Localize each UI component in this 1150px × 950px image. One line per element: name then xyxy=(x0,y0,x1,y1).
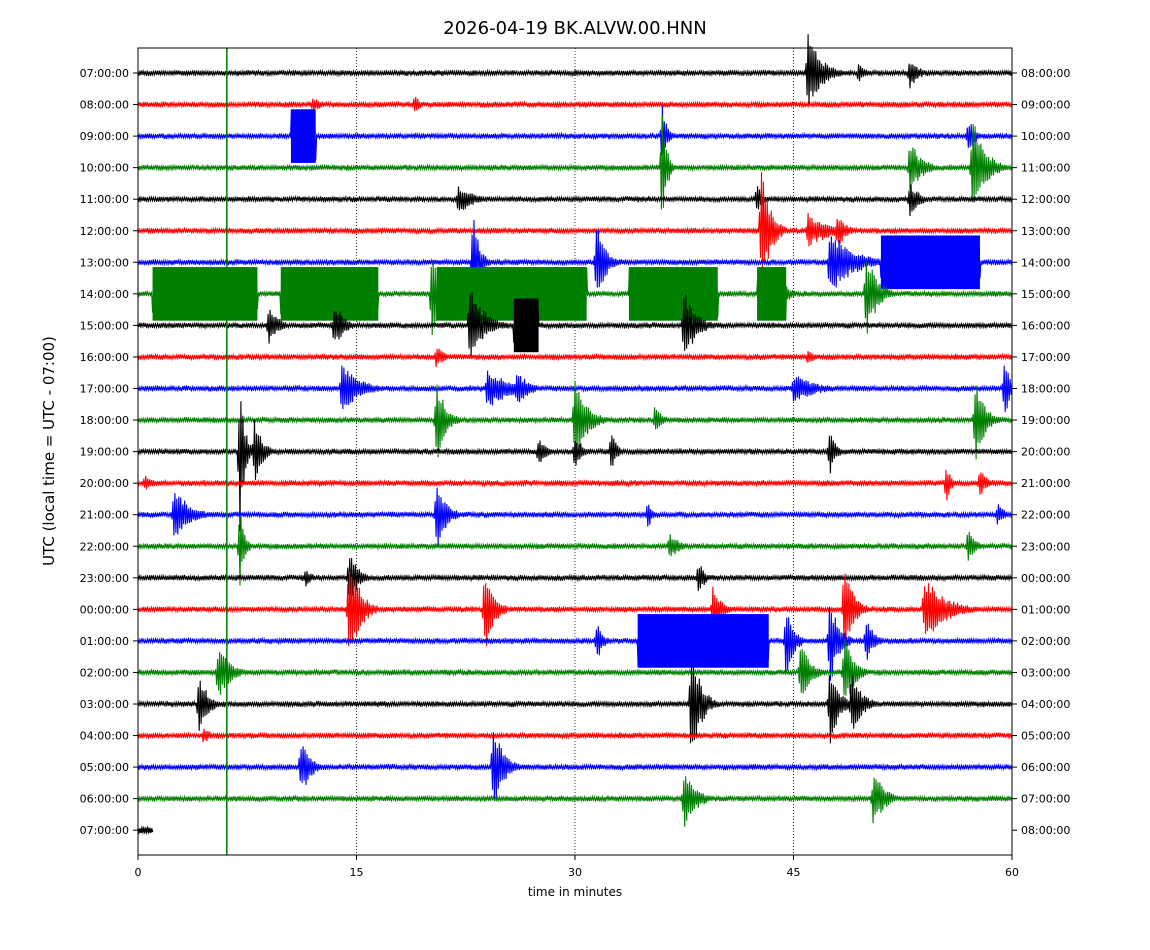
x-axis-label: time in minutes xyxy=(528,885,622,899)
y-tick-label-right: 11:00:00 xyxy=(1021,162,1070,175)
trace-row-20 xyxy=(137,662,1013,744)
saturated-block xyxy=(628,267,718,321)
trace-row-19 xyxy=(137,638,1013,696)
y-tick-label-left: 08:00:00 xyxy=(80,99,129,112)
y-tick-label-right: 05:00:00 xyxy=(1021,730,1070,743)
y-tick-label-left: 23:00:00 xyxy=(80,572,129,585)
trace-row-12 xyxy=(137,401,1013,532)
y-tick-label-left: 07:00:00 xyxy=(80,67,129,80)
x-tick-label: 0 xyxy=(135,866,142,879)
y-tick-label-left: 05:00:00 xyxy=(80,761,129,774)
y-tick-label-left: 04:00:00 xyxy=(80,730,129,743)
y-tick-label-right: 21:00:00 xyxy=(1021,477,1070,490)
y-tick-label-left: 21:00:00 xyxy=(80,509,129,522)
saturated-block xyxy=(880,235,980,290)
trace-row-24 xyxy=(137,825,154,835)
y-tick-label-left: 10:00:00 xyxy=(80,162,129,175)
y-tick-label-left: 03:00:00 xyxy=(80,698,129,711)
trace-row-18 xyxy=(137,607,1013,681)
y-tick-label-left: 15:00:00 xyxy=(80,319,129,332)
trace-row-17 xyxy=(137,571,1013,647)
trace-layer xyxy=(137,34,1013,855)
trace-row-22 xyxy=(137,732,1013,801)
y-tick-label-right: 01:00:00 xyxy=(1021,603,1070,616)
y-tick-label-right: 13:00:00 xyxy=(1021,225,1070,238)
y-tick-label-left: 06:00:00 xyxy=(80,793,129,806)
y-tick-label-left: 02:00:00 xyxy=(80,666,129,679)
trace-row-11 xyxy=(137,380,1013,460)
x-tick-labels: 0 15 30 45 60 xyxy=(135,855,1019,879)
y-tick-label-left: 13:00:00 xyxy=(80,256,129,269)
y-tick-label-right: 00:00:00 xyxy=(1021,572,1070,585)
saturated-block xyxy=(637,614,769,668)
left-tick-labels: 07:00:00 08:00:00 09:00:00 10:00:00 11:00:00… xyxy=(80,67,138,837)
y-axis-label: UTC (local time = UTC - 07:00) xyxy=(40,336,58,566)
trace-row-16 xyxy=(137,557,1013,597)
y-tick-label-right: 14:00:00 xyxy=(1021,256,1070,269)
y-tick-label-left: 12:00:00 xyxy=(80,225,129,238)
x-tick-label: 45 xyxy=(787,866,801,879)
trace-row-21 xyxy=(137,728,1013,743)
saturated-block xyxy=(290,109,316,163)
y-tick-label-left: 22:00:00 xyxy=(80,540,129,553)
y-tick-label-left: 01:00:00 xyxy=(80,635,129,648)
y-tick-label-right: 12:00:00 xyxy=(1021,193,1070,206)
trace-row-2 xyxy=(137,106,1013,163)
y-tick-label-right: 16:00:00 xyxy=(1021,319,1070,332)
y-tick-label-right: 18:00:00 xyxy=(1021,383,1070,396)
y-tick-label-left: 18:00:00 xyxy=(80,414,129,427)
x-tick-label: 30 xyxy=(568,866,582,879)
y-tick-label-right: 09:00:00 xyxy=(1021,99,1070,112)
trace-row-13 xyxy=(137,469,1013,501)
y-tick-label-right: 19:00:00 xyxy=(1021,414,1070,427)
y-tick-label-right: 02:00:00 xyxy=(1021,635,1070,648)
trace-row-14 xyxy=(137,487,1013,546)
trace-row-6 xyxy=(137,219,1013,302)
x-tick-label: 15 xyxy=(350,866,364,879)
trace-row-8 xyxy=(137,292,1013,356)
y-tick-label-right: 08:00:00 xyxy=(1021,824,1070,837)
y-tick-label-left: 19:00:00 xyxy=(80,446,129,459)
y-tick-label-right: 17:00:00 xyxy=(1021,351,1070,364)
y-tick-label-left: 14:00:00 xyxy=(80,288,129,301)
grid-lines xyxy=(356,48,794,855)
y-tick-label-left: 17:00:00 xyxy=(80,383,129,396)
x-tick-label: 60 xyxy=(1005,866,1019,879)
y-tick-label-right: 20:00:00 xyxy=(1021,446,1070,459)
trace-row-15 xyxy=(137,516,1013,586)
saturated-block xyxy=(280,267,379,321)
trace-row-4 xyxy=(137,183,1013,217)
y-tick-label-left: 07:00:00 xyxy=(80,824,129,837)
y-tick-label-left: 09:00:00 xyxy=(80,130,129,143)
y-tick-label-left: 16:00:00 xyxy=(80,351,129,364)
chart-title: 2026-04-19 BK.ALVW.00.HNN xyxy=(443,18,706,39)
saturated-block xyxy=(513,298,539,353)
trace-row-1 xyxy=(137,96,1013,113)
right-tick-labels: 08:00:00 09:00:00 10:00:00 11:00:00 12:00:00… xyxy=(1012,67,1070,837)
y-tick-label-right: 06:00:00 xyxy=(1021,761,1070,774)
y-tick-label-left: 20:00:00 xyxy=(80,477,129,490)
trace-row-3 xyxy=(137,115,1013,210)
saturated-block xyxy=(436,267,587,321)
y-tick-label-right: 04:00:00 xyxy=(1021,698,1070,711)
saturated-block xyxy=(757,267,787,321)
trace-row-23 xyxy=(137,776,1013,827)
trace-row-5 xyxy=(137,171,1013,268)
y-tick-label-right: 08:00:00 xyxy=(1021,67,1070,80)
y-tick-label-right: 22:00:00 xyxy=(1021,509,1070,522)
trace-row-9 xyxy=(137,348,1013,368)
y-tick-label-left: 11:00:00 xyxy=(80,193,129,206)
y-tick-label-right: 07:00:00 xyxy=(1021,793,1070,806)
y-tick-label-left: 00:00:00 xyxy=(80,603,129,616)
y-tick-label-right: 23:00:00 xyxy=(1021,540,1070,553)
y-tick-label-right: 15:00:00 xyxy=(1021,288,1070,301)
y-tick-label-right: 03:00:00 xyxy=(1021,666,1070,679)
y-tick-label-right: 10:00:00 xyxy=(1021,130,1070,143)
trace-row-0 xyxy=(137,34,1013,107)
saturated-block xyxy=(152,267,258,321)
